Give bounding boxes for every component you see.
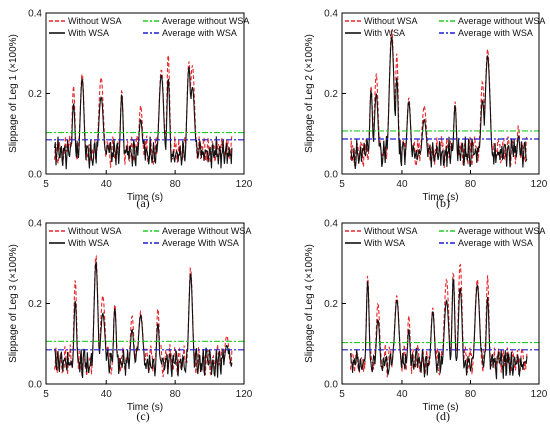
y-tick-label: 0.0 <box>28 170 42 181</box>
chart-panel-4: 5 40 80 120 0.0 0.2 0.4 Time (s) Slippage of Leg… <box>304 219 548 424</box>
series-with-wsa-line <box>54 260 233 378</box>
legend-label-without-wsa: Without WSA <box>364 226 418 236</box>
y-axis-label: Slippage of Leg 3 (×100%) <box>8 244 19 363</box>
legend-label-without-wsa: Without WSA <box>68 226 122 236</box>
panel-caption: (a) <box>136 196 149 210</box>
x-tick-label: 120 <box>236 389 253 400</box>
panel-caption: (b) <box>436 196 450 210</box>
x-tick-label: 40 <box>101 179 113 190</box>
x-tick-label: 120 <box>531 389 548 400</box>
x-tick-label: 80 <box>170 389 182 400</box>
y-axis-label: Slippage of Leg 4 (×100%) <box>304 244 315 363</box>
legend-label-with-wsa: With WSA <box>68 238 109 248</box>
y-tick-label: 0.0 <box>28 380 42 391</box>
x-tick-label: 5 <box>339 179 345 190</box>
y-tick-label: 0.2 <box>28 89 42 100</box>
series-with-wsa-line <box>350 277 528 380</box>
legend-label-average-with-wsa: Average with WSA <box>458 28 533 38</box>
y-axis-label: Slippage of Leg 2 (×100%) <box>304 34 315 153</box>
panel-caption: (d) <box>436 409 450 423</box>
legend-label-with-wsa: With WSA <box>364 28 405 38</box>
legend-label-average-with-wsa: Average with WSA <box>162 28 237 38</box>
y-tick-label: 0.4 <box>324 219 338 230</box>
x-axis-label: Time (s) <box>127 402 163 413</box>
x-tick-label: 80 <box>170 179 182 190</box>
legend-label-average-without-wsa: Average without WSA <box>458 16 545 26</box>
x-tick-label: 120 <box>236 179 253 190</box>
y-tick-label: 0.2 <box>324 299 338 310</box>
x-tick-label: 40 <box>101 389 113 400</box>
x-tick-label: 40 <box>396 179 408 190</box>
legend-label-without-wsa: Without WSA <box>68 16 122 26</box>
chart-panel-3: 5 40 80 120 0.0 0.2 0.4 Time (s) Slippage of Leg… <box>8 219 253 424</box>
legend-label-average-with-wsa: Average with WSA <box>458 238 533 248</box>
x-tick-label: 5 <box>339 389 345 400</box>
y-tick-label: 0.4 <box>28 9 42 20</box>
series-with-wsa-line <box>54 66 233 170</box>
panel-caption: (c) <box>136 409 149 423</box>
legend-label-average-without-wsa: Average without WSA <box>458 226 545 236</box>
y-tick-label: 0.2 <box>28 299 42 310</box>
x-axis-label: Time (s) <box>422 402 458 413</box>
legend-label-with-wsa: With WSA <box>364 238 405 248</box>
y-tick-label: 0.0 <box>324 380 338 391</box>
chart-panel-1: 5 40 80 120 0.0 0.2 0.4 Time (s) Slippage of Leg… <box>8 9 253 211</box>
legend-label-average-without-wsa: Average without WSA <box>162 16 249 26</box>
x-tick-label: 5 <box>43 389 49 400</box>
legend-label-without-wsa: Without WSA <box>364 16 418 26</box>
x-tick-label: 5 <box>43 179 49 190</box>
y-tick-label: 0.2 <box>324 89 338 100</box>
legend-label-average-with-wsa: Average With WSA <box>162 238 239 248</box>
y-tick-label: 0.4 <box>324 9 338 20</box>
series-with-wsa-line <box>350 35 528 170</box>
x-axis-label: Time (s) <box>127 192 163 203</box>
y-axis-label: Slippage of Leg 1 (×100%) <box>8 34 19 153</box>
y-tick-label: 0.0 <box>324 170 338 181</box>
x-tick-label: 80 <box>465 179 477 190</box>
x-axis-label: Time (s) <box>422 192 458 203</box>
x-tick-label: 80 <box>465 389 477 400</box>
legend-label-with-wsa: With WSA <box>68 28 109 38</box>
x-tick-label: 120 <box>531 179 548 190</box>
y-tick-label: 0.4 <box>28 219 42 230</box>
legend-label-average-without-wsa: Average Without WSA <box>162 226 251 236</box>
chart-panel-2: 5 40 80 120 0.0 0.2 0.4 Time (s) Slippage of Leg… <box>304 9 548 211</box>
x-tick-label: 40 <box>396 389 408 400</box>
